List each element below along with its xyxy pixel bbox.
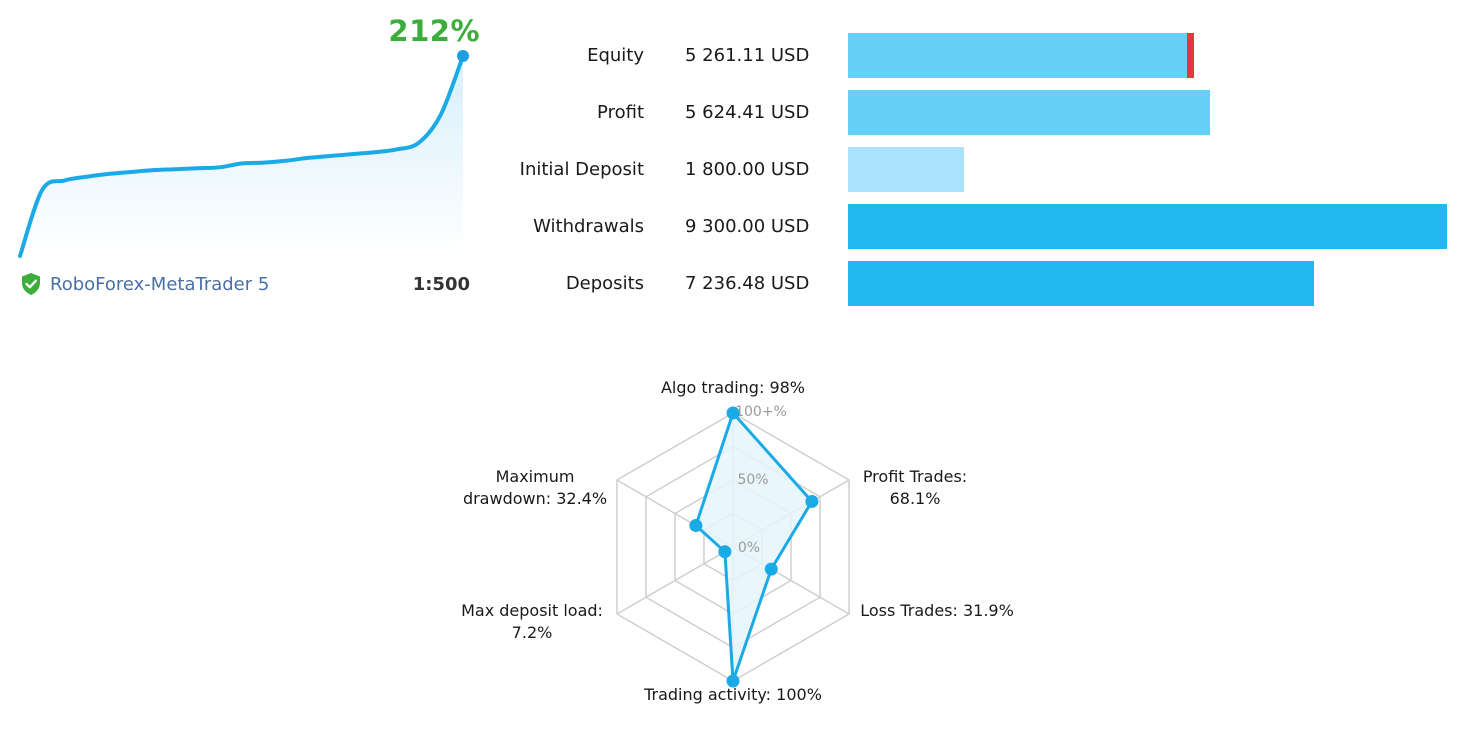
- radar-axis-label-line: Max deposit load:: [461, 601, 603, 620]
- radar-point: [764, 562, 778, 576]
- bar-withdrawals: [848, 204, 1447, 249]
- radar-axis-label-line: Maximum: [495, 467, 575, 486]
- growth-chart: 212%: [0, 0, 480, 270]
- growth-chart-svg: [18, 50, 469, 258]
- bar-row: Initial Deposit 1 800.00 USD: [500, 147, 1460, 193]
- broker-row: RoboForex-MetaTrader 5 1:500: [20, 272, 472, 300]
- radar-axis-label: Maximum drawdown: 32.4%: [440, 466, 630, 510]
- bar-value: 7 236.48 USD: [685, 273, 810, 294]
- growth-endpoint: [457, 50, 469, 62]
- bar-profit: [848, 90, 1210, 135]
- radar-point: [805, 494, 819, 508]
- growth-area: [20, 56, 463, 256]
- radar-axis-label: Algo trading: 98%: [633, 377, 833, 399]
- radar-ring-label: 0%: [738, 540, 760, 556]
- growth-line: [18, 54, 465, 258]
- bar-label: Withdrawals: [533, 216, 644, 237]
- radar-axis-label-line: Trading activity: 100%: [644, 685, 822, 704]
- broker-link[interactable]: RoboForex-MetaTrader 5: [20, 272, 269, 296]
- bar-equity: [848, 33, 1187, 78]
- bar-label: Initial Deposit: [519, 159, 644, 180]
- bar-value: 5 624.41 USD: [685, 102, 810, 123]
- radar-axis-label: Trading activity: 100%: [623, 684, 843, 706]
- radar-chart-svg: 100+% 50% 0%: [616, 404, 850, 688]
- bar-row: Withdrawals 9 300.00 USD: [500, 204, 1460, 250]
- radar-axis-label: Loss Trades: 31.9%: [852, 600, 1022, 622]
- radar-axis-label-line: drawdown: 32.4%: [462, 489, 608, 508]
- bar-row: Profit 5 624.41 USD: [500, 90, 1460, 136]
- verified-shield-icon: [20, 272, 42, 296]
- bar-row: Deposits 7 236.48 USD: [500, 261, 1460, 307]
- radar-axis-label-line: Loss Trades: 31.9%: [860, 601, 1014, 620]
- radar-axis-label-line: 7.2%: [511, 623, 553, 642]
- radar-point: [726, 674, 740, 688]
- bar-label: Profit: [597, 102, 644, 123]
- radar-ring-label: 100+%: [735, 404, 787, 420]
- leverage: 1:500: [412, 274, 470, 295]
- radar-axis-label: Profit Trades: 68.1%: [840, 466, 990, 510]
- radar-axis-label: Max deposit load: 7.2%: [442, 600, 622, 644]
- radar-chart: 100+% 50% 0% Algo trading: 98% Profit Trade…: [400, 360, 1100, 746]
- radar-axis-label-line: 68.1%: [889, 489, 941, 508]
- bar-label: Deposits: [565, 273, 644, 294]
- bar-initial-deposit: [848, 147, 964, 192]
- bar-row: Equity 5 261.11 USD: [500, 33, 1460, 79]
- bar-value: 9 300.00 USD: [685, 216, 810, 237]
- broker-name: RoboForex-MetaTrader 5: [50, 273, 270, 295]
- radar-ring-label: 50%: [737, 472, 768, 488]
- radar-point: [689, 519, 703, 533]
- bar-label: Equity: [587, 45, 644, 66]
- radar-axis-label-line: Algo trading: 98%: [660, 378, 805, 397]
- radar-axis-label-line: Profit Trades:: [862, 467, 968, 486]
- growth-percent: 212%: [388, 14, 480, 48]
- equity-drawdown-marker: [1187, 33, 1194, 78]
- bar-value: 5 261.11 USD: [685, 45, 810, 66]
- radar-axis: [616, 546, 734, 615]
- radar-point: [726, 406, 740, 420]
- radar-point: [718, 545, 732, 559]
- bar-value: 1 800.00 USD: [685, 159, 810, 180]
- bar-deposits: [848, 261, 1314, 306]
